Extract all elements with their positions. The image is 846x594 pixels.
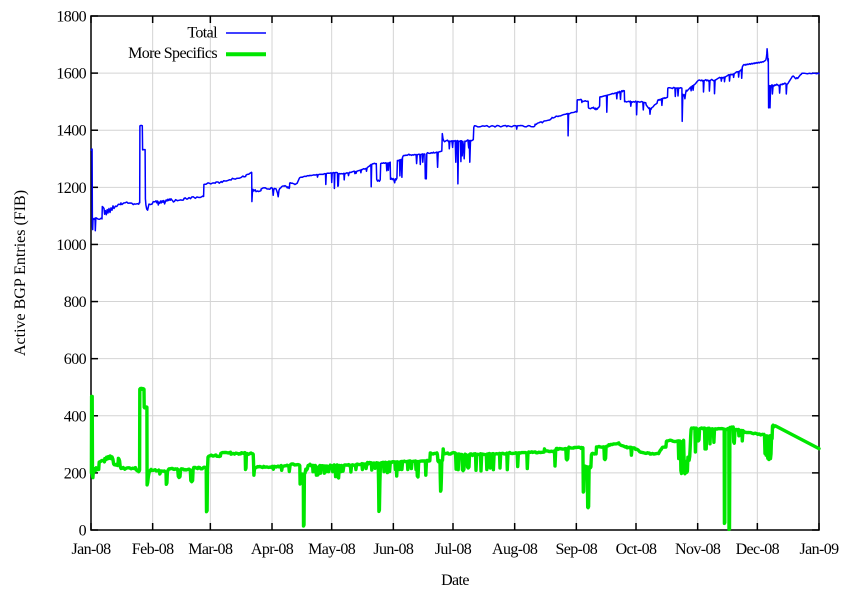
svg-text:Mar-08: Mar-08 <box>188 541 233 558</box>
svg-text:Nov-08: Nov-08 <box>675 541 721 558</box>
svg-text:Apr-08: Apr-08 <box>251 541 294 558</box>
svg-text:600: 600 <box>64 351 87 368</box>
svg-text:More Specifics: More Specifics <box>128 45 217 62</box>
svg-text:Feb-08: Feb-08 <box>132 541 174 558</box>
svg-text:Jan-09: Jan-09 <box>799 541 839 558</box>
svg-text:Date: Date <box>441 572 469 589</box>
svg-text:800: 800 <box>64 294 87 311</box>
svg-text:Total: Total <box>187 25 218 42</box>
svg-text:1000: 1000 <box>56 237 86 254</box>
svg-text:Oct-08: Oct-08 <box>616 541 657 558</box>
svg-text:200: 200 <box>64 465 87 482</box>
svg-text:Sep-08: Sep-08 <box>555 541 597 558</box>
svg-text:Jul-08: Jul-08 <box>435 541 472 558</box>
svg-text:0: 0 <box>79 523 87 540</box>
svg-text:Jan-08: Jan-08 <box>71 541 111 558</box>
svg-text:Active BGP Entries (FIB): Active BGP Entries (FIB) <box>12 190 29 356</box>
svg-text:400: 400 <box>64 408 87 425</box>
svg-text:May-08: May-08 <box>308 541 356 558</box>
svg-text:1800: 1800 <box>56 9 86 26</box>
svg-text:1200: 1200 <box>56 180 86 197</box>
svg-text:Aug-08: Aug-08 <box>492 541 538 558</box>
svg-text:Dec-08: Dec-08 <box>736 541 780 558</box>
svg-text:1400: 1400 <box>56 123 86 140</box>
svg-text:1600: 1600 <box>56 66 86 83</box>
svg-text:Jun-08: Jun-08 <box>373 541 414 558</box>
